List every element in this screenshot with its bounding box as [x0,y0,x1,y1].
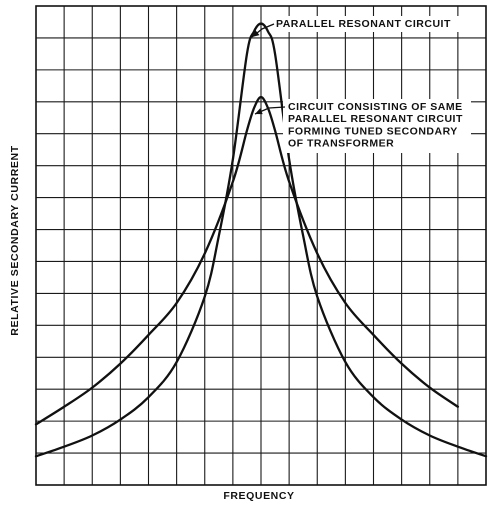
chart-grid [36,6,486,485]
y-axis-label: RELATIVE SECONDARY CURRENT [9,145,21,335]
annotation-text: CIRCUIT CONSISTING OF SAME [288,101,463,113]
series-line-1 [34,22,488,458]
annotation-text: FORMING TUNED SECONDARY [288,125,458,137]
arrowhead-icon [252,30,260,37]
arrowhead-icon [255,108,263,115]
x-axis-label: FREQUENCY [223,490,294,502]
annotation-text: PARALLEL RESONANT CIRCUIT [288,113,463,125]
annotation-text: OF TRANSFORMER [288,138,394,150]
annotation-text: PARALLEL RESONANT CIRCUIT [276,18,451,30]
chart-curves [34,22,488,458]
annotation-backdrop [271,16,471,32]
series-line-2 [34,95,460,426]
annotation-backdrop [283,99,471,153]
plot-frame [35,5,487,486]
